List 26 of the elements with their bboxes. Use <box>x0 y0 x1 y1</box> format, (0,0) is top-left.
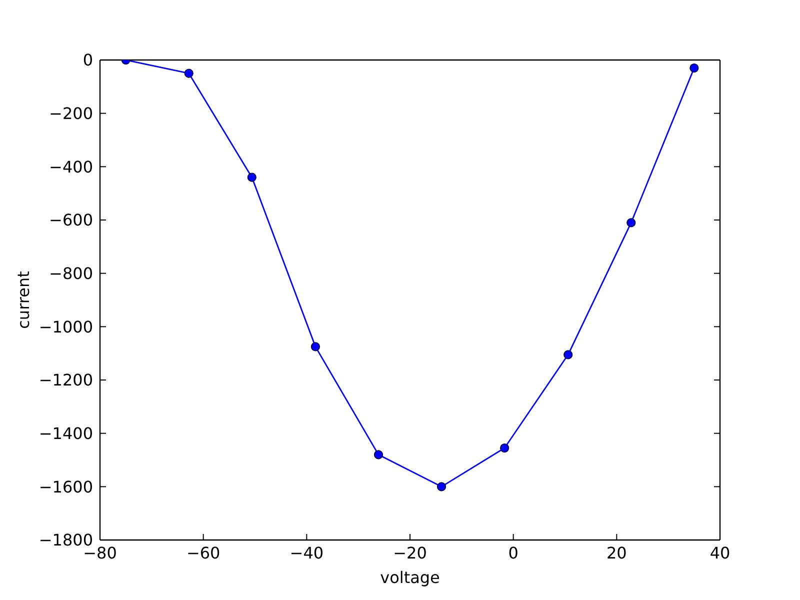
y-tick-label: −400 <box>49 157 93 176</box>
point <box>690 63 699 73</box>
y-tick-label: −1200 <box>38 370 93 390</box>
x-tick-label: 40 <box>710 543 730 562</box>
point <box>374 450 384 460</box>
point <box>436 482 446 492</box>
point <box>564 350 573 360</box>
x-axis-title: voltage <box>380 568 440 587</box>
y-tick-label: −1400 <box>38 424 93 444</box>
y-tick-label: −600 <box>49 210 93 230</box>
x-tick-label: −20 <box>393 543 427 562</box>
y-tick-label: −200 <box>49 104 93 124</box>
point <box>310 342 320 352</box>
y-tick-label: −1000 <box>38 317 93 336</box>
y-tick-label: −800 <box>49 264 93 284</box>
point <box>500 443 510 453</box>
y-axis-title: current <box>14 271 32 329</box>
x-tick-label: 20 <box>606 543 627 562</box>
point <box>626 218 636 228</box>
y-tick-label: −1600 <box>38 477 93 496</box>
x-tick-label: −40 <box>290 543 324 562</box>
point <box>247 172 256 182</box>
point <box>184 68 194 78</box>
x-tick-label: −60 <box>186 543 220 562</box>
x-tick-label: 0 <box>508 543 518 562</box>
y-tick-label: 0 <box>82 50 93 70</box>
